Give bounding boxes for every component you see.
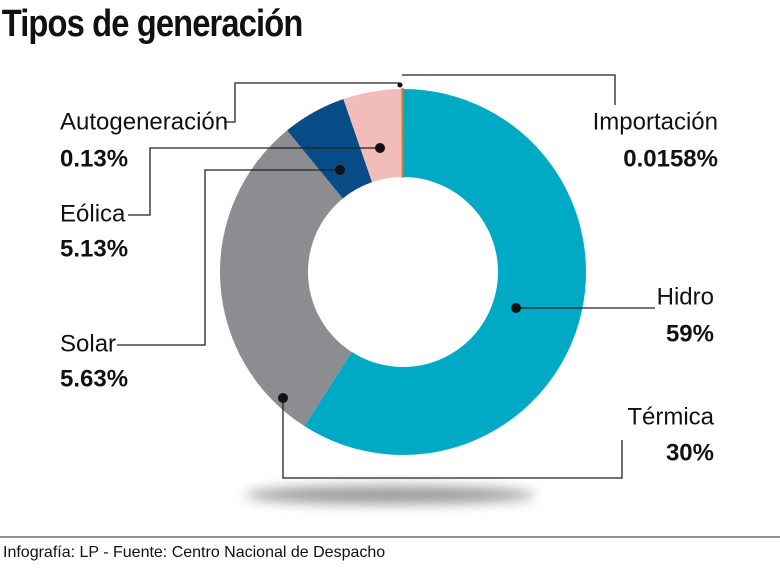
category-label: Solar [60, 330, 116, 357]
leader-lines [117, 74, 655, 479]
slice [304, 89, 586, 455]
value-label: 5.63% [60, 365, 128, 392]
value-label: 59% [666, 320, 714, 347]
chart-title: Tipos de generación [2, 2, 303, 45]
shadow [245, 486, 535, 504]
slice [287, 98, 373, 199]
category-label: Hidro [657, 283, 714, 310]
category-label: Eólica [60, 200, 126, 227]
value-label: 0.13% [60, 145, 128, 172]
source: Infografía: LP - Fuente: Centro Nacional… [3, 544, 385, 561]
labels: Hidro 59% Térmica 30% Solar 5.63% Eólica 5.13% A… [60, 108, 718, 466]
value-label: 5.13% [60, 235, 128, 262]
leader-line [224, 82, 400, 123]
leader-dot [375, 143, 385, 153]
donut [219, 88, 586, 455]
leader-dot [397, 82, 403, 88]
leader-dot [511, 303, 521, 313]
leader-dot [278, 393, 288, 403]
leader-line [117, 169, 340, 346]
value-label: 30% [666, 439, 714, 466]
leader-dot [335, 165, 345, 175]
value-label: 0.0158% [623, 145, 718, 172]
leader-line [402, 74, 616, 105]
leader-line [282, 398, 623, 479]
leader-line [128, 147, 380, 216]
category-label: Importación [593, 108, 718, 135]
slice [219, 130, 352, 427]
category-label: Térmica [627, 403, 714, 430]
category-label: Autogeneración [60, 108, 228, 135]
slice [343, 89, 403, 183]
